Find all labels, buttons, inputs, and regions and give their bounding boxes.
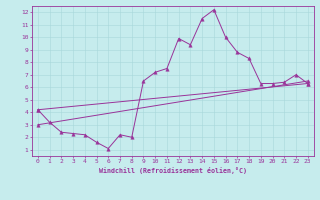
X-axis label: Windchill (Refroidissement éolien,°C): Windchill (Refroidissement éolien,°C) [99, 167, 247, 174]
